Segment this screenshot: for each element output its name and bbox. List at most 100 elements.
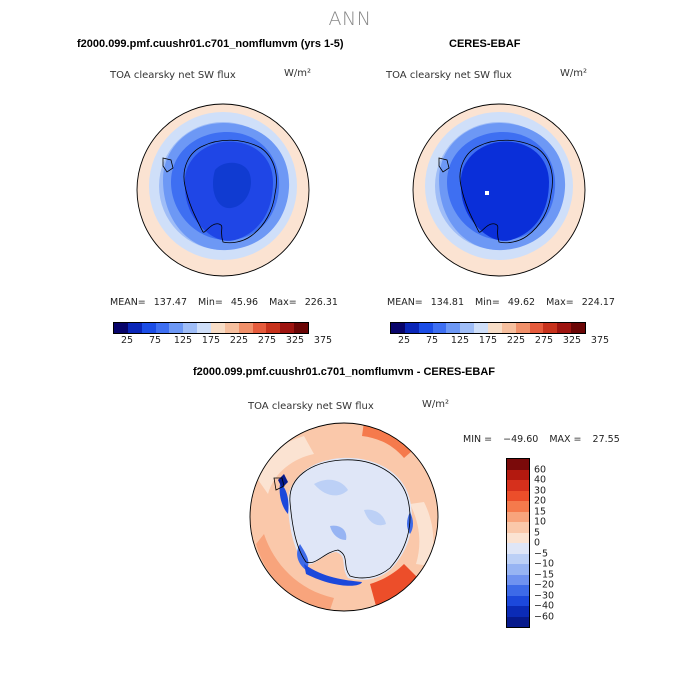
- colorbar-swatch: [515, 323, 530, 333]
- colorbar-tick-label: 275: [534, 335, 554, 346]
- colorbar-tick-label: −15: [534, 569, 555, 580]
- coastline: [162, 139, 277, 244]
- main-title: ANN: [328, 8, 372, 30]
- colorbar-tick-label: 175: [478, 335, 498, 346]
- colorbar-tick-label: 125: [450, 335, 470, 346]
- colorbar-swatch: [391, 323, 405, 333]
- colorbar-tick-label: 75: [148, 335, 162, 346]
- polar-map-model: [136, 103, 310, 277]
- colorbar-swatch: [280, 323, 295, 333]
- colorbar-tick-label: 5: [534, 527, 541, 538]
- diff-patch: [314, 479, 348, 496]
- colorbar-swatch: [507, 564, 529, 575]
- colorbar-swatch: [155, 323, 170, 333]
- coastline: [273, 459, 411, 579]
- colorbar-swatch: [507, 553, 529, 564]
- colorbar-model: 25 75 125 175 225 275 325 375: [113, 322, 332, 346]
- max-value: 27.55: [592, 434, 620, 445]
- min-value: 45.96: [230, 297, 259, 308]
- colorbar-swatch: [507, 490, 529, 501]
- colorbar-swatch: [294, 323, 309, 333]
- diff-patch: [370, 564, 420, 606]
- units-label-diff: W/m²: [422, 399, 450, 410]
- colorbar-swatch: [114, 323, 128, 333]
- diff-patch: [364, 509, 386, 526]
- min-label: MIN =: [463, 434, 493, 445]
- colorbar-swatch: [543, 323, 558, 333]
- mean-value: 137.47: [153, 297, 188, 308]
- colorbar-swatch: [507, 522, 529, 533]
- min-label: Min=: [198, 297, 223, 308]
- polar-map-obs: [412, 103, 586, 277]
- colorbar-tick-label: 25: [120, 335, 134, 346]
- colorbar-tick-label: 125: [173, 335, 193, 346]
- colorbar-swatch: [507, 616, 529, 627]
- units-label-obs: W/m²: [560, 68, 588, 79]
- colorbar-swatch: [404, 323, 419, 333]
- colorbar-swatches: [506, 458, 530, 628]
- diff-patch: [304, 564, 362, 586]
- colorbar-tick-label: 40: [534, 474, 547, 486]
- diff-patch: [279, 484, 289, 514]
- stats-model: MEAN= 137.47 Min= 45.96 Max= 226.31: [110, 297, 346, 308]
- colorbar-swatch: [252, 323, 267, 333]
- colorbar-ticks: 25 75 125 175 225 275 325 375: [390, 334, 609, 346]
- colorbar-swatch: [197, 323, 212, 333]
- mean-label: MEAN=: [387, 297, 423, 308]
- colorbar-swatch: [446, 323, 461, 333]
- polar-map-diff: [249, 422, 439, 612]
- colorbar-swatch: [432, 323, 447, 333]
- colorbar-swatch: [507, 511, 529, 522]
- colorbar-tick-label: 375: [313, 335, 333, 346]
- stats-diff: MIN = −49.60 MAX = 27.55: [463, 434, 628, 445]
- colorbar-swatch: [224, 323, 239, 333]
- colorbar-swatch: [507, 585, 529, 596]
- max-label: Max=: [269, 297, 297, 308]
- colorbar-swatches: [113, 322, 309, 334]
- max-value: 226.31: [304, 297, 338, 308]
- diff-patch: [410, 502, 434, 566]
- colorbar-tick-label: 175: [201, 335, 221, 346]
- colorbar-tick-label: 225: [229, 335, 249, 346]
- coastline: [438, 139, 553, 244]
- colorbar-swatch: [266, 323, 281, 333]
- colorbar-tick-label: 325: [285, 335, 305, 346]
- colorbar-tick-label: −60: [534, 611, 555, 622]
- colorbar-swatch: [507, 595, 529, 606]
- variable-label-obs: TOA clearsky net SW flux: [386, 70, 512, 81]
- variable-label-model: TOA clearsky net SW flux: [110, 70, 236, 81]
- variable-label-diff: TOA clearsky net SW flux: [248, 401, 374, 412]
- colorbar-tick-label: −5: [534, 548, 549, 559]
- colorbar-swatch: [183, 323, 198, 333]
- mean-label: MEAN=: [110, 297, 146, 308]
- colorbar-ticks-diff: 60 40 30 20 15 10 5 0 −5 −10 −15 −20 −30 −40 −60: [530, 458, 570, 628]
- colorbar-swatch: [238, 323, 253, 333]
- colorbar-tick-label: 0: [534, 537, 541, 549]
- units-label-model: W/m²: [284, 68, 312, 79]
- colorbar-swatches: [390, 322, 586, 334]
- colorbar-swatch: [141, 323, 156, 333]
- colorbar-swatch: [507, 469, 529, 480]
- max-label: MAX =: [549, 434, 582, 445]
- antarctica-interior: [460, 141, 549, 241]
- colorbar-swatch: [571, 323, 586, 333]
- colorbar-swatch: [507, 501, 529, 512]
- colorbar-tick-label: 375: [590, 335, 610, 346]
- colorbar-swatch: [169, 323, 184, 333]
- min-label: Min=: [475, 297, 500, 308]
- colorbar-tick-label: 325: [562, 335, 582, 346]
- diff-patch: [330, 525, 347, 540]
- colorbar-swatch: [507, 606, 529, 617]
- colorbar-swatch: [460, 323, 475, 333]
- min-value: −49.60: [503, 434, 539, 445]
- colorbar-swatch: [507, 574, 529, 585]
- colorbar-swatch: [418, 323, 433, 333]
- panel-title-model: f2000.099.pmf.cuushr01.c701_nomflumvm (y…: [77, 38, 344, 50]
- colorbar-swatch: [507, 532, 529, 543]
- colorbar-tick-label: 275: [257, 335, 277, 346]
- panel-title-diff: f2000.099.pmf.cuushr01.c701_nomflumvm - …: [193, 366, 495, 378]
- antarctica-core: [212, 162, 251, 209]
- diff-patch: [362, 423, 420, 458]
- colorbar-tick-label: 25: [397, 335, 411, 346]
- colorbar-swatch: [507, 543, 529, 554]
